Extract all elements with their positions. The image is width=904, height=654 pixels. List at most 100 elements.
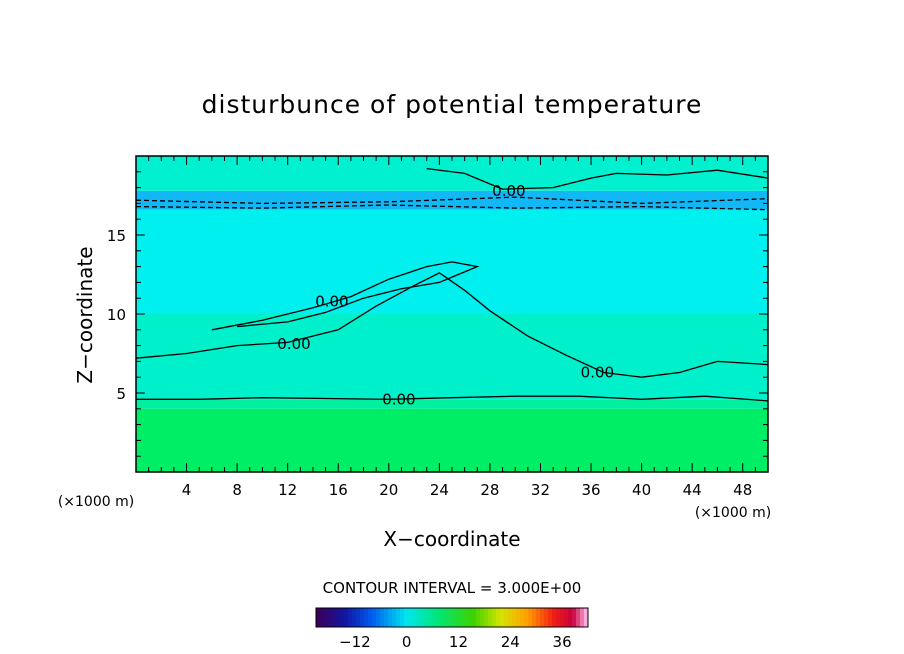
colorbar-tick-label: 36: [553, 633, 572, 651]
x-unit-right: (×1000 m): [695, 505, 771, 521]
contour-label: 0.00: [581, 363, 614, 381]
contour-label: 0.00: [315, 292, 348, 310]
colorbar-cell: [412, 608, 417, 627]
y-tick-label: 15: [107, 227, 126, 245]
contour-interval-text: CONTOUR INTERVAL = 3.000E+00: [323, 579, 582, 597]
colorbar-cell: [336, 608, 341, 627]
colorbar-cell: [344, 608, 349, 627]
colorbar-cell: [420, 608, 425, 627]
colorbar-cell: [440, 608, 445, 627]
colorbar-cell: [408, 608, 413, 627]
x-tick-label: 40: [632, 481, 651, 499]
colorbar-cell: [404, 608, 409, 627]
colorbar-cell: [456, 608, 461, 627]
colorbar-cell: [348, 608, 353, 627]
colorbar-cell: [496, 608, 501, 627]
colorbar-cell: [580, 608, 585, 627]
colorbar-cell: [520, 608, 525, 627]
colorbar-cell: [508, 608, 513, 627]
colorbar-cell: [428, 608, 433, 627]
colorbar-cell: [552, 608, 557, 627]
colorbar-tick-label: 0: [402, 633, 412, 651]
colorbar-cell: [360, 608, 365, 627]
colorbar-cell: [340, 608, 345, 627]
colorbar-cell: [488, 608, 493, 627]
colorbar-cell: [480, 608, 485, 627]
zero-contour-line: [135, 272, 769, 378]
y-tick-label: 5: [116, 385, 126, 403]
chart-title: disturbunce of potential temperature: [202, 90, 703, 119]
colorbar-cell: [528, 608, 533, 627]
colorbar-cell: [452, 608, 457, 627]
colorbar-cell: [516, 608, 521, 627]
zero-contour-line: [136, 395, 769, 402]
colorbar-cell: [352, 608, 357, 627]
colorbar-cell: [492, 608, 497, 627]
colorbar-cell: [544, 608, 549, 627]
colorbar-cell: [396, 608, 401, 627]
contour-label: 0.00: [277, 335, 310, 353]
colorbar-cell: [556, 608, 561, 627]
colorbar: −12 0 12 24 36: [315, 607, 589, 651]
field-band: [136, 190, 768, 210]
colorbar-cell: [432, 608, 437, 627]
colorbar-tick-label: 12: [449, 633, 468, 651]
zero-contour-line: [426, 167, 769, 190]
colorbar-cell: [524, 608, 529, 627]
zero-contour-line: [211, 261, 480, 331]
colorbar-cell: [460, 608, 465, 627]
colorbar-cell: [464, 608, 469, 627]
colorbar-cell: [328, 608, 333, 627]
colorbar-cell: [536, 608, 541, 627]
contour-label: 0.00: [382, 390, 415, 408]
x-tick-label: 4: [182, 481, 192, 499]
x-tick-label: 12: [278, 481, 297, 499]
colorbar-cell: [484, 608, 489, 627]
x-tick-label: 8: [232, 481, 242, 499]
x-tick-label: 36: [581, 481, 600, 499]
colorbar-cell: [416, 608, 421, 627]
colorbar-cell: [324, 608, 329, 627]
colorbar-frame: [315, 607, 589, 628]
negative-contour-line: [135, 204, 769, 211]
field-band: [136, 156, 768, 191]
colorbar-cell: [584, 608, 589, 627]
x-tick-label: 20: [379, 481, 398, 499]
colorbar-cell: [424, 608, 429, 627]
field-band: [136, 314, 768, 400]
colorbar-tick-label: −12: [339, 633, 371, 651]
plot-area: 0.000.000.000.000.004 8 12 16 20 24 28 32 36 40 44…: [107, 155, 769, 499]
colorbar-cell: [372, 608, 377, 627]
colorbar-cell: [436, 608, 441, 627]
colorbar-cell: [500, 608, 505, 627]
colorbar-cell: [444, 608, 449, 627]
colorbar-cell: [356, 608, 361, 627]
colorbar-cell: [476, 608, 481, 627]
colorbar-cell: [472, 608, 477, 627]
colorbar-cell: [392, 608, 397, 627]
colorbar-cell: [320, 608, 325, 627]
colorbar-cell: [332, 608, 337, 627]
colorbar-cell: [468, 608, 473, 627]
colorbar-tick-label: 24: [501, 633, 520, 651]
colorbar-cell: [364, 608, 369, 627]
x-tick-label: 16: [329, 481, 348, 499]
colorbar-cell: [448, 608, 453, 627]
x-tick-label: 28: [480, 481, 499, 499]
y-axis-label: Z−coordinate: [73, 246, 97, 383]
x-tick-label: 24: [430, 481, 449, 499]
colorbar-cell: [512, 608, 517, 627]
colorbar-cell: [540, 608, 545, 627]
y-tick-label: 10: [107, 306, 126, 324]
x-unit-left: (×1000 m): [58, 494, 134, 510]
colorbar-cell: [532, 608, 537, 627]
colorbar-cell: [560, 608, 565, 627]
x-tick-label: 44: [683, 481, 702, 499]
colorbar-cell: [368, 608, 373, 627]
colorbar-cell: [568, 608, 573, 627]
colorbar-cell: [400, 608, 405, 627]
x-tick-label: 48: [733, 481, 752, 499]
colorbar-cell: [572, 608, 577, 627]
field-band: [136, 408, 768, 472]
